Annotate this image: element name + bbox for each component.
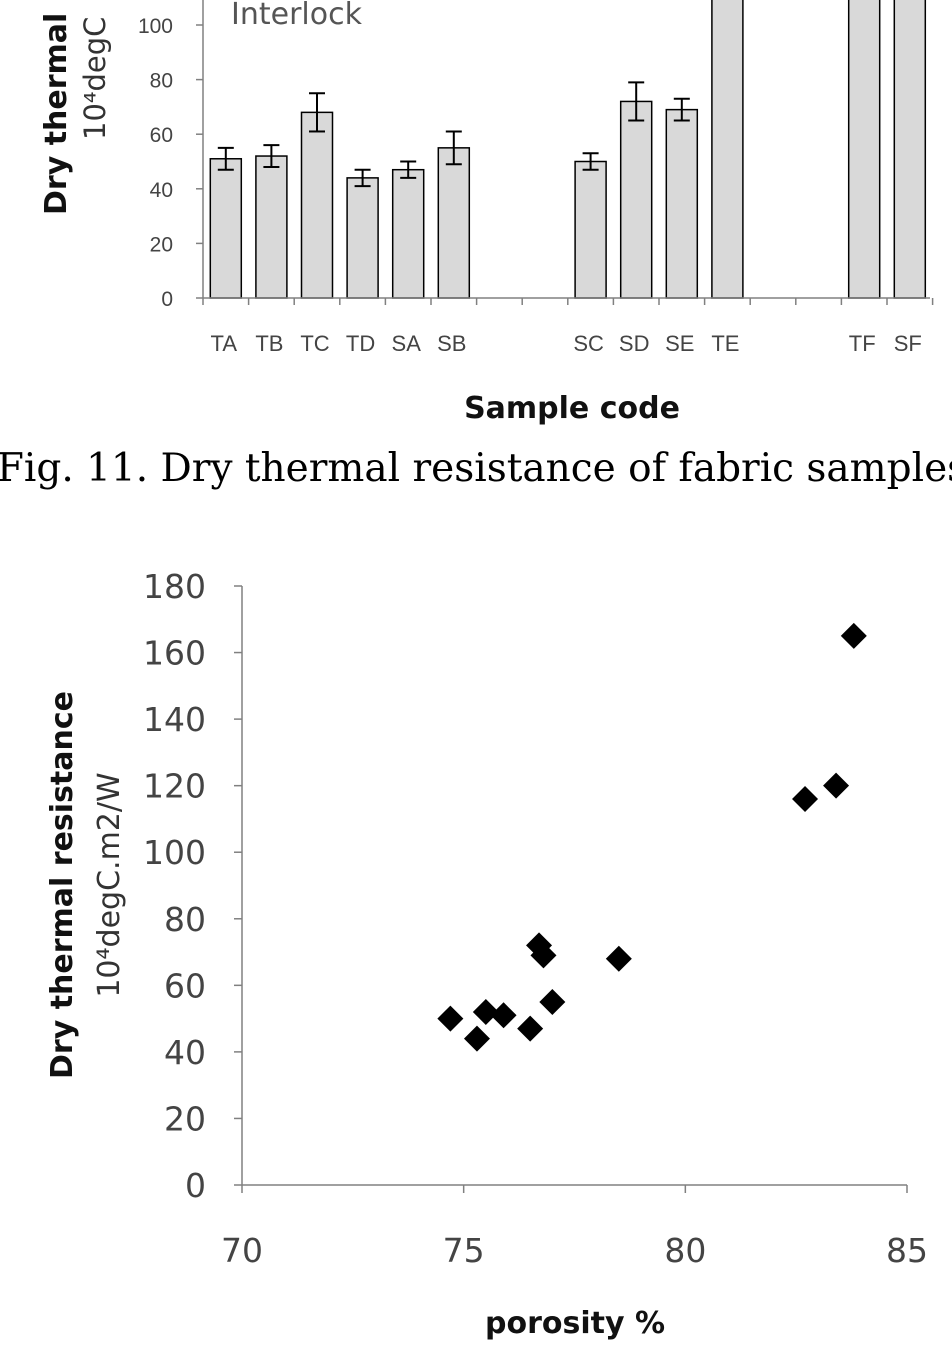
bar-x-categories: TA TB TC TD SA SB SC SD SE TE TF SF [202,298,934,356]
bar-SD [619,100,653,299]
bar-category-label: TE [711,331,739,356]
bar-category-label: SC [573,331,604,356]
bar-TD [346,177,379,299]
scatter-point [490,1002,517,1029]
bar-y-tick-label: 0 [161,288,173,311]
scatter-point [539,988,566,1015]
scatter-y-tick-label: 40 [164,1033,206,1072]
bar-TA [209,158,243,299]
scatter-y-tick-label: 180 [143,567,206,606]
bar-y-tick-label: 20 [150,233,173,256]
scatter-point [530,942,557,969]
scatter-x-tick-label: 80 [664,1231,706,1270]
bar-chart: Dry thermal r 10⁴degC Interlock 0 20 40 60 8… [39,0,934,426]
interlock-annotation: Interlock [231,0,363,32]
bar-SA [391,168,425,299]
scatter-y-ticks: 0 20 40 60 80 100 120 140 160 180 [143,567,242,1205]
bar-category-label: SF [894,331,922,356]
bar-category-label: TF [849,331,876,356]
bar-xlabel: Sample code [464,391,680,426]
bar-category-label: SA [392,331,422,356]
bar-y-tick-label: 100 [138,15,173,38]
scatter-x-tick-label: 85 [886,1231,928,1270]
scatter-point [840,622,867,649]
scatter-point [823,772,850,799]
bar-category-label: TB [255,331,283,356]
scatter-ylabel: Dry thermal resistance [45,691,80,1079]
bar-TB [255,155,288,299]
scatter-point [437,1005,464,1032]
bar-y-ticks: 0 20 40 60 80 100 [138,15,203,311]
scatter-chart: Dry thermal resistance 10⁴degC.m2/W 0 20 4… [45,567,928,1341]
scatter-x-ticks: 70 75 80 85 [221,1185,928,1270]
scatter-y-tick-label: 0 [185,1166,206,1205]
bar-SF [893,0,927,299]
bar-TF [847,0,881,299]
scatter-y-tick-label: 20 [164,1099,206,1138]
bar-category-label: SD [619,331,650,356]
bar-category-label: TC [300,331,329,356]
scatter-y-tick-label: 60 [164,966,206,1005]
scatter-y-tick-label: 140 [143,700,206,739]
scatter-y-tick-label: 160 [143,634,206,673]
bar-category-label: TD [346,331,375,356]
scatter-ylabel-units: 10⁴degC.m2/W [92,772,127,997]
bar-ylabel: Dry thermal r [39,0,74,215]
bar-category-label: TA [211,331,238,356]
figure-caption: Fig. 11. Dry thermal resistance of fabri… [0,446,952,491]
bar-SB [437,147,471,299]
scatter-x-tick-label: 75 [443,1231,485,1270]
bar-y-tick-label: 60 [150,124,173,147]
scatter-point [792,785,819,812]
bar-category-label: SB [437,331,466,356]
bar-TC [300,111,334,299]
scatter-point [463,1025,490,1052]
bar-ylabel-units: 10⁴degC [78,17,112,140]
scatter-y-tick-label: 80 [164,900,206,939]
scatter-point [517,1015,544,1042]
bar-y-tick-label: 40 [150,179,173,202]
bar-SC [574,160,607,299]
scatter-point [472,998,499,1025]
scatter-y-tick-label: 100 [143,833,206,872]
scatter-xlabel: porosity % [485,1306,665,1341]
scatter-point [605,945,632,972]
bar-y-tick-label: 80 [150,70,173,93]
bar-SE [665,108,699,299]
bar-TE [711,0,744,299]
bar-series [209,0,927,299]
scatter-x-tick-label: 70 [221,1231,263,1270]
scatter-points [437,622,867,1052]
bar-category-label: SE [665,331,694,356]
scatter-y-tick-label: 120 [143,767,206,806]
